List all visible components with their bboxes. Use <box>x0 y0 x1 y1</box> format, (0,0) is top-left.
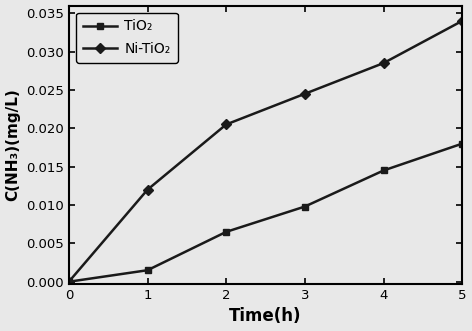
TiO₂ <box>381 168 387 172</box>
Ni-TiO₂ <box>381 61 387 65</box>
Ni-TiO₂ <box>223 122 229 126</box>
TiO₂ <box>459 142 465 146</box>
Line: TiO₂: TiO₂ <box>66 140 466 285</box>
Ni-TiO₂ <box>302 92 308 96</box>
TiO₂ <box>145 268 151 272</box>
Ni-TiO₂ <box>459 19 465 23</box>
TiO₂ <box>223 230 229 234</box>
TiO₂ <box>66 280 72 284</box>
Legend: TiO₂, Ni-TiO₂: TiO₂, Ni-TiO₂ <box>76 13 177 63</box>
Ni-TiO₂ <box>145 188 151 192</box>
Line: Ni-TiO₂: Ni-TiO₂ <box>66 18 466 285</box>
X-axis label: Time(h): Time(h) <box>229 307 302 325</box>
Ni-TiO₂ <box>66 280 72 284</box>
TiO₂ <box>302 205 308 209</box>
Y-axis label: C(NH₃)(mg/L): C(NH₃)(mg/L) <box>6 88 21 201</box>
